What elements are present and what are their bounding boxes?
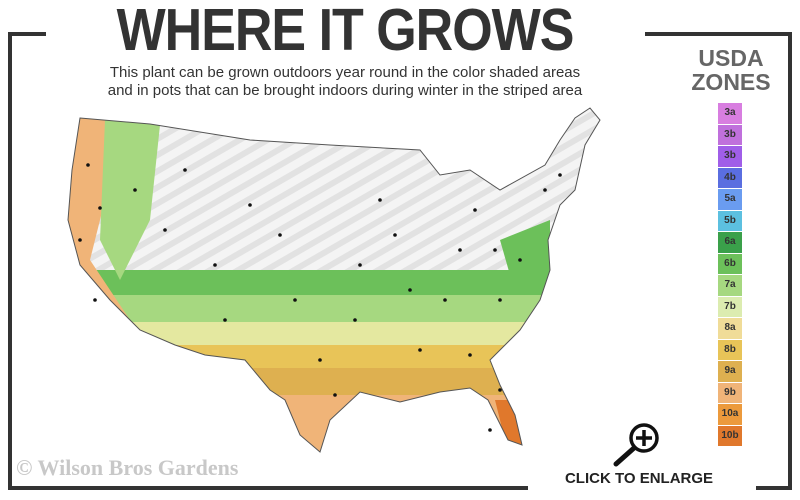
legend-title-line-1: USDA <box>698 45 764 71</box>
frame-bottom-left <box>8 486 528 490</box>
map-land <box>68 108 600 452</box>
city-dot <box>543 188 547 192</box>
legend-zone-4b: 4b <box>718 167 742 188</box>
city-dot <box>493 248 497 252</box>
city-dot <box>93 298 97 302</box>
legend-zone-5b: 5b <box>718 210 742 231</box>
city-dot <box>498 298 502 302</box>
city-dot <box>133 188 137 192</box>
city-dot <box>213 263 217 267</box>
legend-zone-9a: 9a <box>718 361 742 382</box>
legend-zone-7a: 7a <box>718 275 742 296</box>
city-dot <box>468 353 472 357</box>
legend-zone-7b: 7b <box>718 296 742 317</box>
legend-zone-10b: 10b <box>718 425 742 446</box>
usda-zone-map[interactable] <box>40 95 620 455</box>
legend-zone-8b: 8b <box>718 339 742 360</box>
legend-title-line-2: ZONES <box>691 69 771 95</box>
page-subtitle: This plant can be grown outdoors year ro… <box>40 64 650 100</box>
legend-zone-3b: 3b <box>718 124 742 145</box>
subtitle-line-1: This plant can be grown outdoors year ro… <box>109 64 581 81</box>
city-dot <box>333 393 337 397</box>
legend-title: USDA ZONES <box>676 46 786 94</box>
us-outline <box>67 107 601 453</box>
city-dot <box>293 298 297 302</box>
legend-zone-3a: 3a <box>718 103 742 124</box>
legend-zone-10a: 10a <box>718 404 742 425</box>
city-dot <box>473 208 477 212</box>
frame-left <box>8 32 12 490</box>
legend-zone-8a: 8a <box>718 318 742 339</box>
legend-zone-6a: 6a <box>718 232 742 253</box>
click-to-enlarge-button[interactable]: CLICK TO ENLARGE <box>528 470 750 487</box>
copyright-watermark: © Wilson Bros Gardens <box>16 455 239 480</box>
zone-legend: 3a 3b 3b 4b 5a 5b 6a 6b 7a 7b 8a 8b 9a 9b 10a 10b <box>718 103 742 447</box>
city-dot <box>358 263 362 267</box>
subtitle-line-2: and in pots that can be brought indoors … <box>107 82 583 99</box>
city-dot <box>408 288 412 292</box>
frame-right <box>788 32 792 490</box>
city-dot <box>223 318 227 322</box>
frame-top-right <box>645 32 792 36</box>
legend-zone-6b: 6b <box>718 253 742 274</box>
city-dot <box>318 358 322 362</box>
city-dot <box>518 258 522 262</box>
city-dot <box>458 248 462 252</box>
city-dot <box>393 233 397 237</box>
frame-top-left <box>10 32 46 36</box>
frame-bottom-right <box>756 486 792 490</box>
city-dot <box>248 203 252 207</box>
city-dot <box>163 228 167 232</box>
city-dot <box>183 168 187 172</box>
city-dot <box>98 206 102 210</box>
magnifier-plus-icon[interactable] <box>606 420 666 468</box>
city-dot <box>498 388 502 392</box>
city-dot <box>353 318 357 322</box>
page-title: WHERE IT GROWS <box>116 0 575 64</box>
legend-zone-9b: 9b <box>718 382 742 403</box>
city-dot <box>378 198 382 202</box>
city-dot <box>78 238 82 242</box>
city-dot <box>86 163 90 167</box>
legend-zone-3b: 3b <box>718 146 742 167</box>
city-dots <box>78 163 562 432</box>
city-dot <box>488 428 492 432</box>
city-dot <box>418 348 422 352</box>
city-dot <box>443 298 447 302</box>
city-dot <box>558 173 562 177</box>
city-dot <box>278 233 282 237</box>
legend-zone-5a: 5a <box>718 189 742 210</box>
